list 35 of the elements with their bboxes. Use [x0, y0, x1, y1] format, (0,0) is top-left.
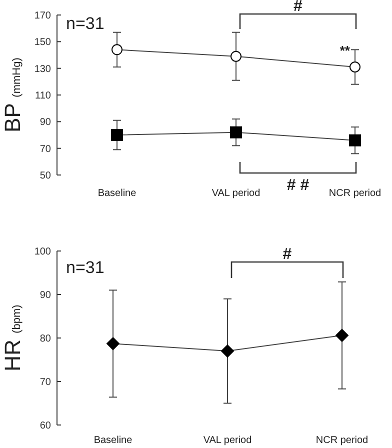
point: [230, 50, 242, 62]
y-tick-label: 60: [40, 420, 52, 432]
point: [221, 344, 234, 358]
y-tick-label: 90: [40, 117, 52, 128]
y-tick-label: 110: [35, 90, 52, 102]
point: [349, 134, 361, 146]
y-tick-label: 80: [40, 334, 52, 344]
annotation: #: [282, 246, 292, 263]
x-tick-label: VAL period: [212, 188, 260, 199]
x-tick-label: Baseline: [94, 435, 133, 446]
point: [106, 337, 120, 350]
y-tick-label: 170: [34, 10, 52, 22]
point: [350, 62, 360, 72]
x-tick-label: NCR period: [316, 435, 368, 446]
x-tick-label: Baseline: [98, 188, 137, 199]
annotation: #: [294, 0, 303, 15]
annotation: n=31: [66, 258, 104, 277]
y-tick-label: 100: [34, 246, 52, 258]
x-tick-label: VAL period: [203, 435, 252, 446]
point: [112, 44, 122, 56]
point: [230, 126, 242, 138]
point: [111, 129, 123, 141]
y-axis-title: BP (mmHg): [0, 58, 25, 132]
y-tick-label: 70: [40, 377, 52, 388]
point: [336, 328, 348, 342]
text: # #: [286, 177, 310, 194]
y-tick-label: 70: [40, 144, 52, 155]
y-tick-label: 50: [40, 170, 52, 182]
annotation: **: [340, 43, 351, 58]
y-axis-title: HR (bpm): [0, 304, 25, 372]
y-tick-label: 90: [40, 290, 52, 301]
y-tick-label: 150: [34, 37, 52, 48]
x-tick-label: NCR period: [328, 188, 382, 199]
y-tick-label: 130: [34, 64, 52, 75]
annotation: n=31: [66, 14, 104, 33]
